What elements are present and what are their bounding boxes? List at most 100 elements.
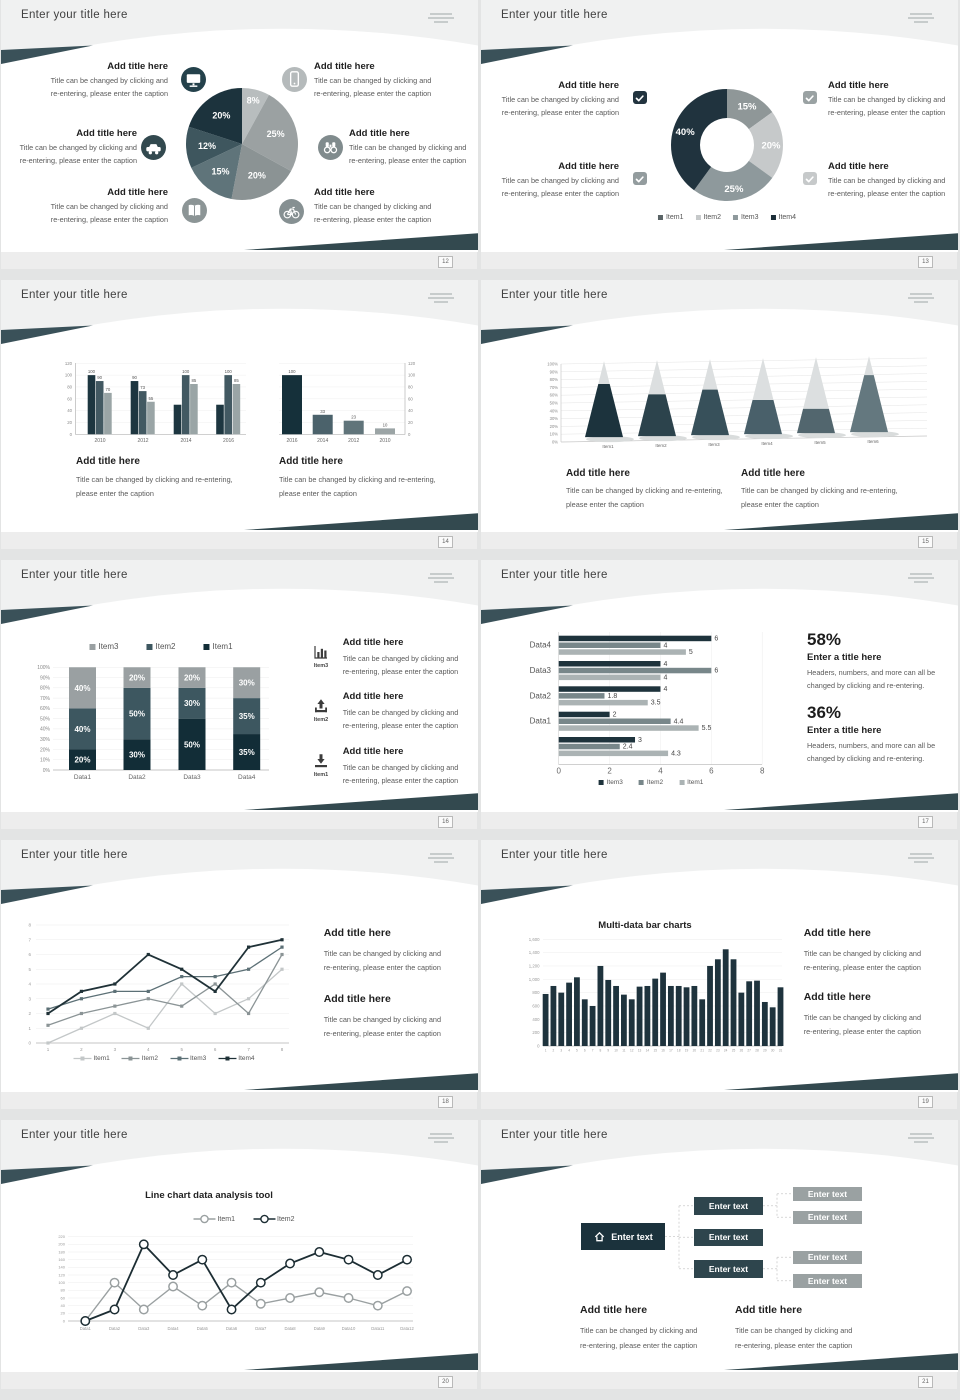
- slide-page-21[interactable]: Enter your title here Enter text Enter te…: [481, 1120, 958, 1372]
- svg-text:7: 7: [592, 1049, 594, 1053]
- callout-caption: changed by clicking and re-entering.: [807, 680, 925, 690]
- callout-caption: re-entering, please enter the caption: [314, 214, 432, 224]
- svg-text:6: 6: [709, 767, 714, 776]
- callout-caption: re-entering, please enter the caption: [501, 107, 619, 117]
- svg-text:17: 17: [669, 1049, 673, 1053]
- slide-footer-band: [1, 1372, 477, 1389]
- slide-page-15[interactable]: Enter your title here 0% 10% 20% 30% 40% 50% 6…: [481, 280, 958, 532]
- callout-title: Add title here: [342, 691, 404, 703]
- car-icon: [140, 134, 166, 160]
- svg-text:23: 23: [716, 1049, 720, 1053]
- diagram-leaf-box: Enter text: [793, 1187, 862, 1201]
- svg-text:40: 40: [61, 1303, 66, 1308]
- callout-caption: Title can be changed by clicking and: [323, 949, 442, 958]
- svg-text:1: 1: [28, 1026, 31, 1031]
- svg-text:20%: 20%: [40, 747, 51, 753]
- line-chart: 0 1 2 3 4 5 6 7 8 1 2 3 4 5 6 7 8: [28, 923, 289, 1052]
- slide-page-13[interactable]: Enter your title here 15% 20% 25% 40% Item1 I…: [481, 0, 958, 252]
- svg-text:70%: 70%: [550, 385, 559, 390]
- callout-title: Add title here: [107, 187, 168, 198]
- svg-text:0: 0: [28, 1041, 31, 1046]
- callout-title: Add title here: [558, 161, 619, 172]
- svg-text:20%: 20%: [212, 111, 230, 121]
- slide-page-16[interactable]: Enter your title here 0% 10% 20% 30% 40% 50% 6…: [1, 560, 478, 812]
- legend-label: Item1: [665, 214, 684, 221]
- svg-text:Data2: Data2: [109, 1326, 121, 1331]
- svg-text:35%: 35%: [239, 748, 255, 757]
- svg-text:15%: 15%: [737, 101, 757, 112]
- icon-label: Item3: [313, 663, 329, 669]
- legend-label: Item2: [703, 214, 721, 221]
- slide-page-18[interactable]: Enter your title here 0 1 2 3 4 5 6 7 8 1 2 3 4 5 6 7 8 I…: [1, 840, 478, 1092]
- diagram-root-box: Enter text: [581, 1223, 665, 1250]
- callout-caption: re-entering, please enter the caption: [314, 88, 432, 98]
- svg-text:20%: 20%: [550, 424, 559, 429]
- svg-text:3: 3: [28, 996, 31, 1001]
- callout-title: Add title here: [828, 161, 889, 172]
- legend-item: Item1: [679, 779, 703, 786]
- callout-caption: Title can be changed by clicking and: [342, 708, 459, 718]
- svg-text:20%: 20%: [248, 171, 266, 181]
- callout-caption: Title can be changed by clicking and: [323, 1014, 442, 1024]
- slide-page-19[interactable]: Enter your title here Multi-data bar cha…: [481, 840, 958, 1092]
- slide-page-12[interactable]: Enter your title here 8% 25% 20% 15% 12% 20% A…: [1, 0, 478, 252]
- legend-swatch: [770, 215, 776, 220]
- callout-caption: Title can be changed by clicking and: [19, 143, 137, 152]
- svg-text:40%: 40%: [74, 725, 90, 734]
- svg-text:2: 2: [607, 767, 612, 776]
- svg-text:85: 85: [234, 378, 239, 383]
- callout-caption: Title can be changed by clicking and: [803, 1013, 922, 1022]
- legend-label: Item3: [606, 779, 623, 786]
- callout: Add title here Title can be changed by cl…: [51, 61, 168, 100]
- svg-text:6: 6: [584, 1049, 586, 1053]
- callout-caption: Title can be changed by clicking and: [342, 762, 459, 772]
- slide-content: 0 1 2 3 4 5 6 7 8 1 2 3 4 5 6 7 8 Item1 Item2 Item3 Item4 Add…: [1, 840, 478, 1092]
- svg-text:3: 3: [114, 1047, 117, 1052]
- svg-text:60: 60: [61, 1295, 66, 1300]
- svg-text:5: 5: [180, 1047, 183, 1052]
- chart-caption-block: Add title here Title can be changed by cl…: [279, 456, 436, 501]
- legend-item: Item3: [733, 214, 759, 221]
- svg-text:160: 160: [58, 1257, 65, 1262]
- svg-text:80: 80: [67, 385, 72, 390]
- svg-text:20: 20: [67, 420, 72, 425]
- slide-content: Enter text Enter text Enter text Enter text…: [481, 1120, 958, 1372]
- svg-text:15%: 15%: [212, 167, 230, 177]
- university-logo: [428, 11, 454, 25]
- svg-text:100: 100: [288, 369, 296, 374]
- diagram-leaf-box: Enter text: [793, 1250, 862, 1264]
- svg-text:5.5: 5.5: [702, 725, 712, 732]
- callout: Add title here Title can be changed by cl…: [343, 637, 459, 678]
- svg-text:8: 8: [281, 1047, 284, 1052]
- svg-text:Data7: Data7: [255, 1326, 267, 1331]
- callout-title: Add title here: [580, 1304, 648, 1316]
- slide-page-17[interactable]: Enter your title here 0 2 4 6 8 6 4 5 Data4 4 6 4 Da…: [481, 560, 958, 812]
- svg-text:1: 1: [545, 1049, 547, 1053]
- svg-text:80%: 80%: [550, 377, 559, 382]
- page-number: 17: [918, 816, 933, 828]
- slide-page-14[interactable]: Enter your title here 0 20 40 60 80 100 120 100…: [1, 280, 478, 532]
- svg-text:220: 220: [58, 1234, 65, 1239]
- callout-caption: Title can be changed by clicking and: [314, 202, 432, 211]
- callout-caption: Title can be changed by clicking and: [501, 95, 619, 104]
- svg-text:1.8: 1.8: [607, 693, 617, 700]
- svg-text:3: 3: [560, 1049, 562, 1053]
- svg-text:10: 10: [614, 1049, 618, 1053]
- svg-text:50%: 50%: [184, 740, 200, 749]
- university-logo: [908, 1131, 934, 1145]
- slide-decoration: [481, 0, 958, 250]
- chart-title: Multi-data bar charts: [598, 920, 692, 931]
- callout-caption: Title can be changed by clicking and: [803, 949, 922, 958]
- legend-item: Item1: [203, 642, 233, 651]
- slide-page-20[interactable]: Enter your title here Line chart data an…: [1, 1120, 478, 1372]
- svg-text:90: 90: [97, 375, 102, 380]
- svg-text:6: 6: [714, 636, 718, 643]
- svg-text:Data5: Data5: [197, 1326, 209, 1331]
- slide-title: Enter your title here: [501, 849, 608, 861]
- svg-text:2014: 2014: [317, 438, 328, 444]
- callout-caption: Title can be changed by clicking and: [735, 1326, 853, 1335]
- stacked-bar-chart: 0% 10% 20% 30% 40% 50% 60% 70% 80% 90% 100% 20% 40% 4…: [37, 665, 269, 781]
- slide-footer-band: [1, 812, 477, 829]
- legend-item: Item4: [218, 1055, 255, 1062]
